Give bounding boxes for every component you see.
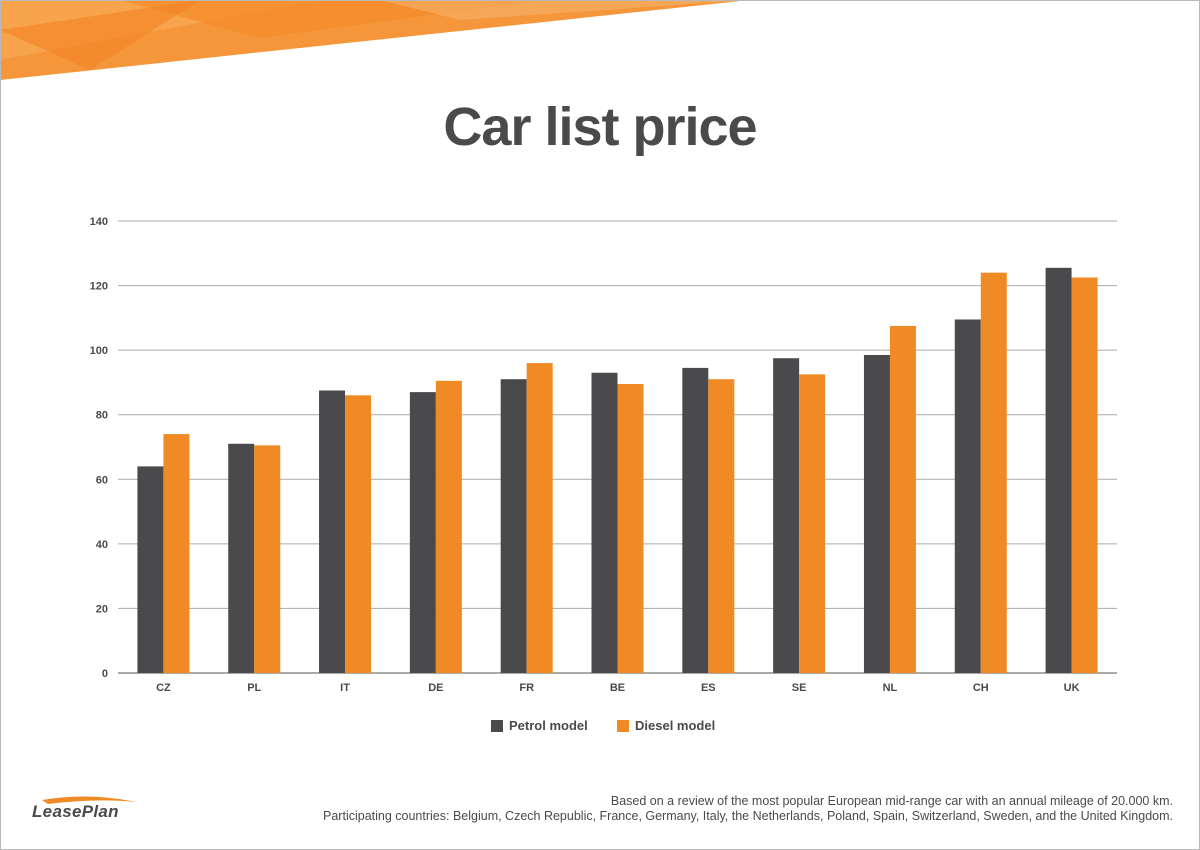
bar-petrol-de [409, 392, 436, 673]
bar-diesel-ch [980, 272, 1007, 673]
y-tick-label: 120 [90, 281, 108, 293]
leaseplan-logo: LeasePlan [28, 796, 138, 826]
footnote-line-2: Participating countries: Belgium, Czech … [323, 809, 1173, 823]
legend-swatch-petrol [491, 719, 503, 732]
bar-petrol-se [773, 358, 800, 673]
bar-petrol-uk [1045, 267, 1072, 673]
x-tick-label: NL [883, 682, 898, 694]
y-tick-label: 40 [96, 539, 108, 551]
footnote: Based on a review of the most popular Eu… [323, 794, 1173, 824]
footnote-line-1: Based on a review of the most popular Eu… [610, 794, 1173, 808]
logo-text: LeasePlan [32, 802, 119, 821]
bar-petrol-ch [954, 319, 981, 673]
legend-swatch-diesel [617, 719, 629, 732]
bar-diesel-uk [1071, 277, 1098, 673]
y-tick-label: 80 [96, 410, 108, 422]
bar-diesel-nl [889, 325, 916, 673]
x-tick-label: IT [340, 682, 350, 694]
y-tick-label: 140 [90, 216, 108, 228]
legend-item-diesel: Diesel model [617, 718, 715, 733]
bar-diesel-cz [163, 434, 190, 673]
bar-diesel-de [435, 380, 462, 673]
x-tick-label: FR [519, 682, 534, 694]
y-tick-label: 100 [90, 345, 108, 357]
logo-swoosh-icon [42, 796, 136, 804]
bar-petrol-es [682, 367, 709, 673]
y-tick-label: 60 [96, 474, 108, 486]
x-tick-label: DE [428, 682, 443, 694]
legend-item-petrol: Petrol model [491, 718, 588, 733]
bar-petrol-cz [137, 466, 164, 673]
legend: Petrol model Diesel model [0, 718, 1200, 738]
x-tick-label: CZ [156, 682, 171, 694]
x-tick-label: CH [973, 682, 989, 694]
bar-diesel-fr [526, 363, 553, 673]
bar-diesel-es [708, 379, 735, 673]
bar-diesel-it [345, 395, 372, 673]
bars [137, 267, 1098, 673]
bar-chart: 0 20 40 60 80 100 120 140 CZ PL IT DE FR BE ES SE NL CH U… [90, 216, 1117, 694]
legend-label-diesel: Diesel model [635, 718, 716, 733]
bar-diesel-pl [254, 445, 281, 673]
x-tick-label: PL [247, 682, 261, 694]
bar-petrol-be [591, 372, 618, 673]
y-tick-label: 0 [102, 668, 108, 680]
x-axis-ticks: CZ PL IT DE FR BE ES SE NL CH UK [156, 682, 1080, 694]
bar-petrol-fr [500, 379, 527, 673]
bar-petrol-it [319, 390, 346, 673]
y-tick-label: 20 [96, 603, 108, 615]
header-banner [0, 0, 750, 80]
bar-petrol-pl [228, 443, 255, 673]
x-tick-label: SE [792, 682, 807, 694]
page-title: Car list price [443, 97, 757, 157]
x-tick-label: UK [1064, 682, 1080, 694]
x-tick-label: ES [701, 682, 716, 694]
y-axis-ticks: 0 20 40 60 80 100 120 140 [90, 216, 108, 680]
bar-diesel-se [799, 374, 826, 673]
bar-diesel-be [617, 384, 644, 673]
legend-label-petrol: Petrol model [509, 718, 588, 733]
x-tick-label: BE [610, 682, 625, 694]
bar-petrol-nl [863, 354, 890, 673]
